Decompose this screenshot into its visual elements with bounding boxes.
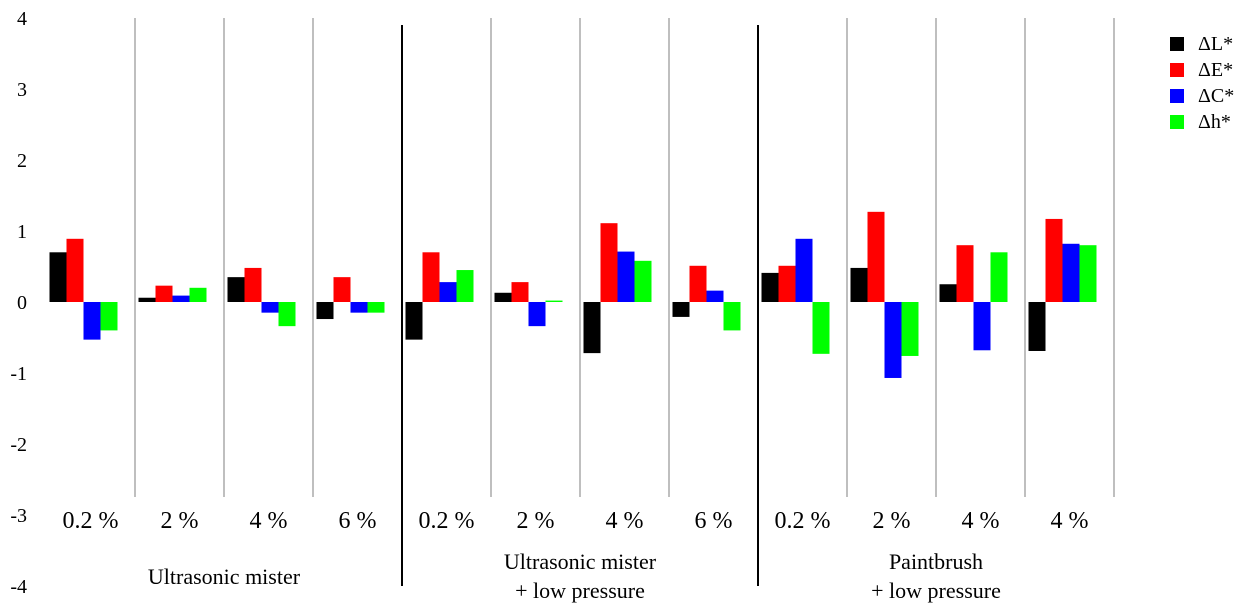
category-label: 0.2 % [419, 508, 475, 534]
category-label: 2 % [517, 508, 555, 534]
bar-dC [617, 251, 635, 302]
legend: ΔL* ΔE* ΔC* Δh* [1170, 33, 1234, 133]
y-tick-label: -1 [10, 363, 27, 385]
bar-dL [227, 277, 245, 302]
bar-dL [316, 302, 334, 320]
bar-dC [261, 302, 279, 313]
y-tick-label: 1 [17, 221, 27, 243]
group-label-line1: Ultrasonic mister [148, 564, 301, 589]
category-dividers [134, 18, 1115, 586]
category-label: 4 % [1051, 508, 1089, 534]
bar-dh [367, 302, 385, 313]
bar-dL [1028, 302, 1046, 351]
y-tick-label: -2 [10, 434, 27, 456]
bar-dL [761, 272, 779, 302]
y-tick-label: 4 [17, 8, 27, 30]
bar-dE [155, 285, 173, 302]
bar-dC [795, 238, 813, 302]
bar-dh [990, 252, 1008, 302]
y-tick-label: -3 [10, 505, 27, 527]
group-labels: Ultrasonic mister Ultrasonic mister + low … [148, 549, 1001, 603]
y-tick-label: -4 [10, 576, 27, 598]
bar-dL [939, 284, 957, 302]
group-label-line2: + low pressure [515, 578, 645, 603]
legend-label: Δh* [1198, 111, 1231, 133]
category-labels: 0.2 % 2 % 4 % 6 % 0.2 % 2 % 4 % 6 % 0.2 % 2 % 4 % 4… [63, 508, 1089, 534]
bar-dh [100, 302, 118, 331]
bar-dC [528, 302, 546, 327]
category-label: 0.2 % [775, 508, 831, 534]
bar-dL [49, 252, 67, 302]
legend-swatch [1170, 63, 1184, 77]
category-label: 6 % [339, 508, 377, 534]
bar-dC [439, 282, 457, 302]
legend-label: ΔC* [1198, 85, 1234, 107]
bar-dL [672, 302, 690, 317]
bar-dL [405, 302, 423, 340]
category-label: 4 % [962, 508, 1000, 534]
bar-dE [1045, 218, 1063, 302]
bar-dL [583, 302, 601, 354]
bar-dE [333, 277, 351, 302]
bar-dC [83, 302, 101, 340]
category-label: 4 % [250, 508, 288, 534]
category-label: 2 % [873, 508, 911, 534]
bar-dL [138, 297, 156, 302]
bar-dh [545, 300, 563, 302]
y-tick-label: 0 [17, 292, 27, 314]
bar-dC [1062, 243, 1080, 302]
legend-swatch [1170, 115, 1184, 129]
legend-swatch [1170, 37, 1184, 51]
group-label-line1: Paintbrush [889, 549, 983, 574]
bar-dh [634, 260, 652, 302]
bar-dE [600, 223, 618, 302]
bars [49, 211, 1097, 378]
bar-dE [244, 267, 262, 302]
y-tick-label: 2 [17, 150, 27, 172]
legend-swatch [1170, 89, 1184, 103]
bar-dL [850, 267, 868, 302]
bar-dE [422, 252, 440, 302]
category-label: 2 % [161, 508, 199, 534]
bar-dE [66, 238, 84, 302]
bar-dE [778, 265, 796, 302]
bar-dC [350, 302, 368, 313]
group-label-line2: + low pressure [871, 578, 1001, 603]
bar-dC [973, 302, 991, 351]
bar-dh [456, 270, 474, 302]
category-label: 0.2 % [63, 508, 119, 534]
legend-label: ΔL* [1198, 33, 1233, 55]
bar-dE [867, 211, 885, 302]
bar-dE [956, 245, 974, 302]
bar-dh [723, 302, 741, 331]
bar-dC [172, 295, 190, 302]
bar-dh [812, 302, 830, 354]
bar-dh [278, 302, 296, 327]
bar-dE [689, 265, 707, 302]
category-label: 6 % [695, 508, 733, 534]
bar-dL [494, 292, 512, 302]
legend-label: ΔE* [1198, 59, 1233, 81]
bar-dh [901, 302, 919, 356]
y-tick-label: 3 [17, 79, 27, 101]
category-label: 4 % [606, 508, 644, 534]
group-label-line1: Ultrasonic mister [504, 549, 657, 574]
bar-dC [884, 302, 902, 378]
bar-dh [1079, 245, 1097, 302]
bar-dE [511, 282, 529, 302]
bar-dC [706, 290, 724, 302]
y-axis: 4 3 2 1 0 -1 -2 -3 -4 [10, 8, 27, 598]
bar-dh [189, 287, 207, 302]
